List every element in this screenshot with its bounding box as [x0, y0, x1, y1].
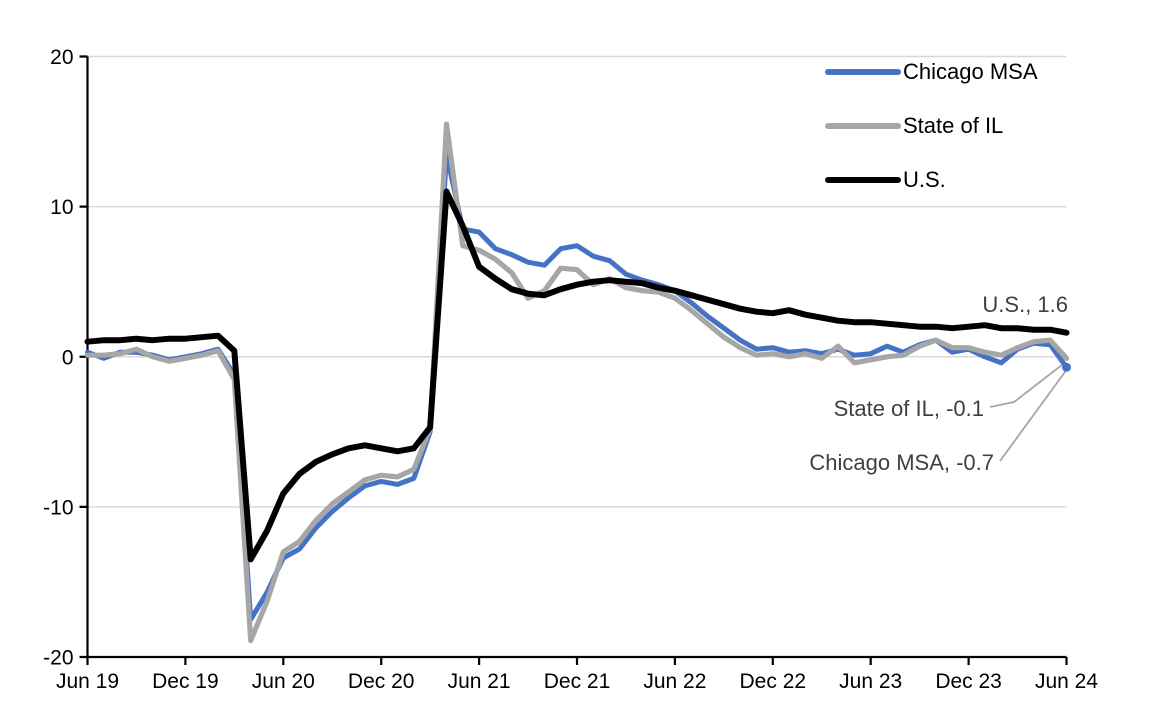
leader-line-chicago-msa: [999, 370, 1067, 462]
y-tick-label: -20: [43, 647, 73, 670]
legend-item-chicago-msa: Chicago MSA: [825, 59, 1038, 84]
legend-label: State of IL: [903, 113, 1004, 138]
annotation-us-end-value: U.S., 1.6: [982, 292, 1068, 317]
legend-line-swatch-state-of-il: [825, 123, 901, 129]
y-tick-label: 20: [50, 46, 73, 69]
x-tick-label: Jun 19: [56, 670, 119, 693]
x-tick-label: Dec 21: [544, 670, 611, 693]
x-tick-label: Jun 21: [448, 670, 511, 693]
x-tick-label: Dec 19: [152, 670, 219, 693]
y-tick-label: 0: [62, 346, 74, 369]
legend-item-state-of-il: State of IL: [825, 113, 1038, 138]
chicago-msa-end-marker: [1062, 362, 1071, 372]
x-tick-label: Dec 22: [740, 670, 807, 693]
legend-line-swatch-chicago-msa: [825, 69, 901, 75]
legend-item-us: U.S.: [825, 167, 1038, 192]
series-line-u-s: [84, 188, 1070, 563]
annotation-chicago-msa-end-value: Chicago MSA, -0.7: [809, 450, 994, 475]
axes: [79, 55, 1068, 665]
legend: Chicago MSA State of IL U.S.: [825, 59, 1038, 223]
y-tick-label: -10: [43, 496, 73, 519]
legend-label: U.S.: [903, 167, 946, 192]
legend-line-swatch-us: [825, 177, 901, 183]
y-tick-label: 10: [50, 196, 73, 219]
x-tick-label: Jun 24: [1035, 670, 1098, 693]
series-line-state-of-il: [84, 121, 1070, 644]
legend-label: Chicago MSA: [903, 59, 1038, 84]
x-tick-label: Jun 20: [252, 670, 315, 693]
annotation-state-of-il-end-value: State of IL, -0.1: [833, 396, 984, 421]
x-tick-label: Jun 23: [839, 670, 902, 693]
x-tick-label: Dec 20: [348, 670, 415, 693]
x-tick-label: Jun 22: [643, 670, 706, 693]
x-tick-label: Dec 23: [935, 670, 1002, 693]
leader-line-state-of-il: [989, 364, 1063, 408]
